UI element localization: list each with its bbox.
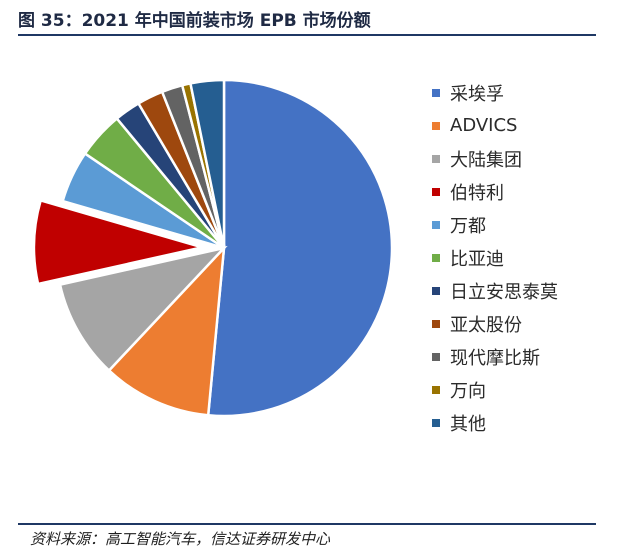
legend-label: ADVICS [450,115,518,136]
legend-swatch [432,286,440,295]
legend-item: 亚太股份 [432,307,558,340]
legend-swatch [432,187,440,196]
legend-item: 现代摩比斯 [432,340,558,373]
legend-label: 亚太股份 [450,314,522,336]
title-divider [18,34,596,36]
chart-title: 图 35：2021 年中国前装市场 EPB 市场份额 [18,11,371,31]
legend-item: 万向 [432,373,558,406]
legend-label: 大陆集团 [450,149,522,171]
chart-legend: 采埃孚 ADVICS 大陆集团伯特利万都比亚迪日立安思泰莫 亚太股份现代摩比斯万向其他 [432,76,558,439]
pie-chart [32,78,394,418]
legend-label: 其他 [450,413,486,435]
legend-label: 现代摩比斯 [450,347,540,369]
footer-divider [18,523,596,525]
legend-label: 万向 [450,380,486,402]
legend-label: 伯特利 [450,182,504,204]
legend-swatch [432,88,440,97]
legend-swatch [432,319,440,328]
legend-swatch [432,220,440,229]
legend-swatch [432,418,440,427]
legend-label: 万都 [450,215,486,237]
pie-slice [188,78,226,249]
pie-slice [206,78,394,418]
pie-slice [58,245,228,373]
legend-label: 日立安思泰莫 [450,281,558,303]
legend-swatch [432,121,440,130]
legend-item: ADVICS [432,109,558,142]
legend-swatch [432,385,440,394]
legend-item: 万都 [432,208,558,241]
legend-item: 其他 [432,406,558,439]
legend-swatch [432,352,440,361]
pie-slice [107,244,226,417]
legend-swatch [432,154,440,163]
pie-slice [32,198,203,286]
legend-item: 比亚迪 [432,241,558,274]
legend-item: 伯特利 [432,175,558,208]
legend-label: 采埃孚 [450,83,504,105]
legend-item: 采埃孚 [432,76,558,109]
legend-item: 日立安思泰莫 [432,274,558,307]
source-note: 资料来源：高工智能汽车，信达证券研发中心 [30,530,331,548]
legend-swatch [432,253,440,262]
pie-slices [32,78,394,418]
legend-label: 比亚迪 [450,248,504,270]
legend-item: 大陆集团 [432,142,558,175]
